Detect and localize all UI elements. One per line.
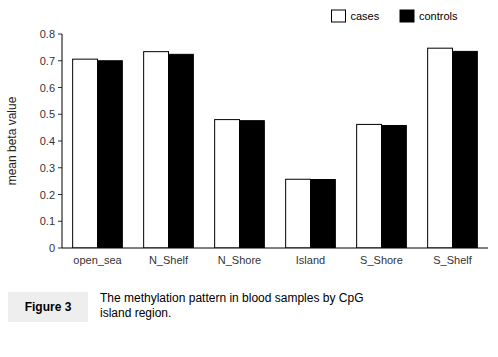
x-tick-label: S_Shelf: [433, 254, 472, 266]
bar: [98, 61, 123, 248]
y-axis: [62, 34, 63, 248]
y-tick: [58, 114, 62, 115]
bar: [215, 120, 240, 248]
figure-label-box: [8, 292, 88, 322]
bar: [73, 59, 98, 248]
y-tick: [58, 221, 62, 222]
legend-label: cases: [351, 10, 380, 22]
y-tick-label: 0.5: [40, 108, 55, 120]
bar: [169, 54, 194, 248]
y-tick: [58, 87, 62, 88]
y-tick-label: 0.2: [40, 189, 55, 201]
figure-label: Figure 3: [25, 300, 72, 314]
y-axis-label: mean beta value: [5, 96, 19, 185]
caption-line: island region.: [100, 306, 171, 320]
y-tick-label: 0.1: [40, 215, 55, 227]
caption-line: The methylation pattern in blood samples…: [100, 291, 363, 305]
y-tick: [58, 60, 62, 61]
bar: [240, 121, 265, 248]
y-tick: [58, 34, 62, 35]
legend-label: controls: [419, 10, 458, 22]
y-tick-label: 0.8: [40, 28, 55, 40]
x-tick-label: Island: [296, 254, 325, 266]
y-tick: [58, 141, 62, 142]
x-axis: [62, 248, 488, 249]
x-tick-label: S_Shore: [360, 254, 403, 266]
legend-swatch: [400, 10, 414, 22]
y-tick-label: 0.7: [40, 55, 55, 67]
legend-swatch: [332, 10, 346, 22]
bars: [73, 48, 478, 248]
chart: 0 0.1 0.2 0.3 0.4 0.5 0.6 0.7 0.8 open_sea N_Shelf…: [0, 0, 498, 357]
x-tick-label: N_Shelf: [149, 254, 189, 266]
bar: [453, 51, 478, 248]
bar: [286, 179, 311, 248]
x-tick-label: open_sea: [73, 254, 122, 266]
bar: [382, 125, 407, 248]
y-tick: [58, 167, 62, 168]
bar: [144, 52, 169, 248]
y-tick: [58, 248, 62, 249]
y-tick: [58, 194, 62, 195]
y-tick-label: 0.4: [40, 135, 55, 147]
x-tick-label: N_Shore: [218, 254, 261, 266]
y-tick-label: 0: [49, 242, 55, 254]
bar: [311, 180, 336, 248]
y-tick-label: 0.3: [40, 162, 55, 174]
bar: [357, 124, 382, 248]
y-tick-label: 0.6: [40, 82, 55, 94]
legend: cases controls: [332, 10, 459, 22]
caption: The methylation pattern in blood samples…: [100, 291, 363, 320]
bar: [428, 48, 453, 248]
